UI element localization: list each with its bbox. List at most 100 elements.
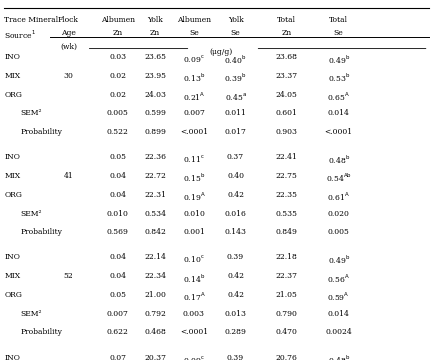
Text: 23.37: 23.37 <box>275 72 298 80</box>
Text: Yolk: Yolk <box>228 16 243 24</box>
Text: 0.14$^{\mathrm{b}}$: 0.14$^{\mathrm{b}}$ <box>183 272 205 284</box>
Text: 0.53$^{\mathrm{b}}$: 0.53$^{\mathrm{b}}$ <box>327 72 350 84</box>
Text: 0.017: 0.017 <box>225 128 246 136</box>
Text: 0.45$^{\mathrm{a}}$: 0.45$^{\mathrm{a}}$ <box>225 91 246 102</box>
Text: Se: Se <box>189 29 199 37</box>
Text: 0.40$^{\mathrm{b}}$: 0.40$^{\mathrm{b}}$ <box>224 53 247 66</box>
Text: Trace Mineral: Trace Mineral <box>4 16 58 24</box>
Text: 0.09$^{\mathrm{c}}$: 0.09$^{\mathrm{c}}$ <box>183 53 205 64</box>
Text: 0.21$^{\mathrm{A}}$: 0.21$^{\mathrm{A}}$ <box>183 91 205 103</box>
Text: 0.903: 0.903 <box>276 128 297 136</box>
Text: 0.011: 0.011 <box>225 109 246 117</box>
Text: Zn: Zn <box>113 29 123 37</box>
Text: <.0001: <.0001 <box>325 128 352 136</box>
Text: 52: 52 <box>64 272 73 280</box>
Text: 0.02: 0.02 <box>109 91 126 99</box>
Text: 23.68: 23.68 <box>276 53 297 61</box>
Text: 0.48$^{\mathrm{b}}$: 0.48$^{\mathrm{b}}$ <box>327 354 350 360</box>
Text: 22.18: 22.18 <box>276 253 297 261</box>
Text: INO: INO <box>4 153 20 161</box>
Text: 0.17$^{\mathrm{A}}$: 0.17$^{\mathrm{A}}$ <box>183 291 205 303</box>
Text: 0.792: 0.792 <box>144 310 166 318</box>
Text: 0.61$^{\mathrm{A}}$: 0.61$^{\mathrm{A}}$ <box>327 191 350 203</box>
Text: 20.37: 20.37 <box>144 354 166 360</box>
Text: 0.05: 0.05 <box>109 153 126 161</box>
Text: 24.05: 24.05 <box>276 91 297 99</box>
Text: 0.001: 0.001 <box>183 228 205 236</box>
Text: 0.013: 0.013 <box>225 310 246 318</box>
Text: Total: Total <box>329 16 348 24</box>
Text: 22.14: 22.14 <box>144 253 166 261</box>
Text: 20.76: 20.76 <box>276 354 297 360</box>
Text: 0.39: 0.39 <box>227 354 244 360</box>
Text: 0.842: 0.842 <box>144 228 166 236</box>
Text: MIX: MIX <box>4 272 20 280</box>
Text: SEM²: SEM² <box>21 310 42 318</box>
Text: Probability: Probability <box>21 228 63 236</box>
Text: 0.005: 0.005 <box>107 109 129 117</box>
Text: 0.0024: 0.0024 <box>325 328 352 336</box>
Text: 0.42: 0.42 <box>227 191 244 199</box>
Text: (wk): (wk) <box>60 42 77 50</box>
Text: 0.09$^{\mathrm{c}}$: 0.09$^{\mathrm{c}}$ <box>183 354 205 360</box>
Text: 0.56$^{\mathrm{A}}$: 0.56$^{\mathrm{A}}$ <box>327 272 350 284</box>
Text: <.0001: <.0001 <box>180 128 208 136</box>
Text: ORG: ORG <box>4 191 22 199</box>
Text: 0.48$^{\mathrm{b}}$: 0.48$^{\mathrm{b}}$ <box>327 153 350 166</box>
Text: 0.39: 0.39 <box>227 253 244 261</box>
Text: 0.15$^{\mathrm{b}}$: 0.15$^{\mathrm{b}}$ <box>183 172 205 184</box>
Text: 0.37: 0.37 <box>227 153 244 161</box>
Text: 0.19$^{\mathrm{A}}$: 0.19$^{\mathrm{A}}$ <box>183 191 205 203</box>
Text: 0.02: 0.02 <box>109 72 126 80</box>
Text: 22.35: 22.35 <box>276 191 297 199</box>
Text: INO: INO <box>4 53 20 61</box>
Text: Age: Age <box>61 29 76 37</box>
Text: <.0001: <.0001 <box>180 328 208 336</box>
Text: 0.49$^{\mathrm{b}}$: 0.49$^{\mathrm{b}}$ <box>327 53 350 66</box>
Text: 0.790: 0.790 <box>276 310 297 318</box>
Text: 0.014: 0.014 <box>328 310 349 318</box>
Text: 0.40: 0.40 <box>227 172 244 180</box>
Text: 0.468: 0.468 <box>144 328 166 336</box>
Text: 22.34: 22.34 <box>144 272 166 280</box>
Text: 23.95: 23.95 <box>144 72 166 80</box>
Text: 22.37: 22.37 <box>276 272 297 280</box>
Text: 22.36: 22.36 <box>144 153 166 161</box>
Text: Zn: Zn <box>150 29 160 37</box>
Text: 41: 41 <box>64 172 73 180</box>
Text: ORG: ORG <box>4 291 22 299</box>
Text: 0.899: 0.899 <box>144 128 166 136</box>
Text: Se: Se <box>334 29 343 37</box>
Text: 0.622: 0.622 <box>107 328 129 336</box>
Text: 0.42: 0.42 <box>227 291 244 299</box>
Text: 0.05: 0.05 <box>109 291 126 299</box>
Text: 0.04: 0.04 <box>109 172 126 180</box>
Text: 0.007: 0.007 <box>107 310 129 318</box>
Text: 0.007: 0.007 <box>183 109 205 117</box>
Text: 0.005: 0.005 <box>328 228 349 236</box>
Text: SEM²: SEM² <box>21 109 42 117</box>
Text: 22.75: 22.75 <box>276 172 297 180</box>
Text: 0.534: 0.534 <box>144 210 166 217</box>
Text: 0.10$^{\mathrm{c}}$: 0.10$^{\mathrm{c}}$ <box>183 253 205 265</box>
Text: Zn: Zn <box>281 29 292 37</box>
Text: 0.42: 0.42 <box>227 272 244 280</box>
Text: Flock: Flock <box>58 16 79 24</box>
Text: 0.65$^{\mathrm{A}}$: 0.65$^{\mathrm{A}}$ <box>327 91 350 103</box>
Text: 0.535: 0.535 <box>276 210 297 217</box>
Text: MIX: MIX <box>4 72 20 80</box>
Text: INO: INO <box>4 253 20 261</box>
Text: Se: Se <box>231 29 240 37</box>
Text: 22.31: 22.31 <box>144 191 166 199</box>
Text: 22.72: 22.72 <box>144 172 166 180</box>
Text: Probability: Probability <box>21 328 63 336</box>
Text: 30: 30 <box>64 72 73 80</box>
Text: 0.59$^{\mathrm{A}}$: 0.59$^{\mathrm{A}}$ <box>327 291 350 303</box>
Text: 21.00: 21.00 <box>144 291 166 299</box>
Text: 0.289: 0.289 <box>225 328 246 336</box>
Text: 0.010: 0.010 <box>183 210 205 217</box>
Text: 0.003: 0.003 <box>183 310 205 318</box>
Text: 0.601: 0.601 <box>276 109 297 117</box>
Text: (μg/g): (μg/g) <box>209 48 233 55</box>
Text: 0.143: 0.143 <box>225 228 246 236</box>
